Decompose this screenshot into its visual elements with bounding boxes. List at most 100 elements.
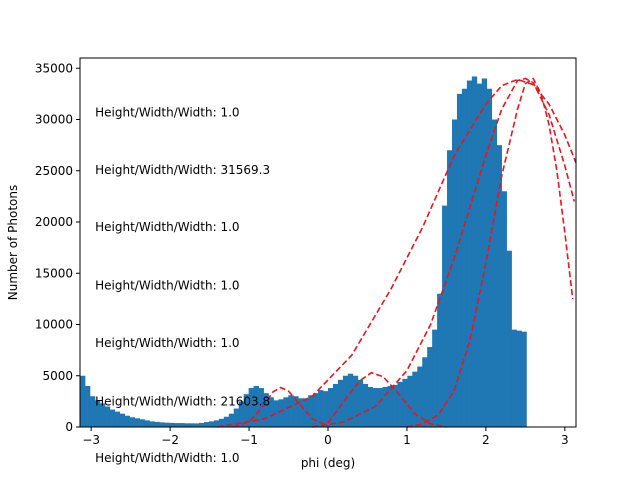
histogram-bar [199,422,205,427]
y-tick-label: 20000 [35,215,73,229]
histogram-bar [432,329,438,427]
histogram-bar [263,393,269,427]
fit-curves [217,77,577,428]
fit-curve [233,386,329,428]
x-tick-label: −3 [82,433,100,447]
histogram-bar [397,381,403,427]
y-tick-label: 15000 [35,266,73,280]
y-tick-label: 35000 [35,61,73,75]
histogram-bar [318,390,324,427]
histogram-bar [496,145,502,427]
histogram-bar [293,396,299,427]
histogram-bar [139,419,145,427]
histogram-bar [189,423,195,427]
histogram-bar [313,393,319,427]
x-tick-label: 0 [324,433,332,447]
histogram-bar [288,395,294,427]
histogram-bar [407,375,413,427]
y-tick-label: 0 [65,420,73,434]
histogram-bar [228,413,235,427]
histogram-bar [154,421,160,427]
histogram-bar [248,388,254,427]
histogram-bar [382,387,388,427]
histogram-bar [203,422,210,427]
histogram-bar [268,397,274,427]
histogram-bar [84,386,91,427]
histogram-bar [119,413,126,427]
histogram-bar [447,150,453,427]
histogram-bar [94,400,101,427]
y-tick-label: 25000 [35,164,73,178]
histogram-bar [511,329,517,427]
fit-curve [406,77,574,428]
histogram-bar [367,387,374,427]
histogram-bar [362,383,369,427]
histogram-bar [456,93,463,427]
histogram-bar [174,423,180,427]
annotation-text: Height/Width/Width: 1.0 [95,279,239,293]
histogram-bar [144,420,150,427]
histogram-bar [223,416,230,427]
annotation-text: Height/Width/Width: 1.0 [95,336,239,350]
histogram-bar [298,398,304,427]
histogram-bar [521,331,527,427]
histogram-bar [337,379,344,427]
histogram-bar [169,422,175,427]
histogram-bar [104,406,111,427]
histogram-bar [471,76,478,427]
histogram-bar [208,421,215,427]
histogram-bars [80,76,527,428]
histogram-bar [486,88,493,427]
y-axis-ticks: 0 5000 10000 15000 20000 25000 30000 35000 [35,61,80,434]
histogram-bar [243,394,250,427]
histogram-bar [417,366,423,427]
histogram-bar [372,388,378,427]
x-tick-label: 1 [403,433,411,447]
histogram-bar [159,422,165,427]
histogram-bar [213,420,220,427]
histogram-bar [481,78,488,427]
histogram-bar [466,80,473,428]
histogram-bar [253,386,259,427]
histogram-bar [506,250,512,427]
histogram-bar [352,375,359,427]
histogram-bar [184,423,190,427]
histogram-bar [516,330,522,427]
annotation-text: Height/Width/Width: 1.0 [95,220,239,234]
histogram-bar [332,383,339,427]
histogram-bar [283,397,289,427]
fit-curve [217,78,577,428]
histogram-bar [392,384,398,427]
histogram-bar [109,409,116,427]
annotations: Height/Width/Width: 1.0 Height/Width/Widt… [95,105,270,464]
histogram-bar [357,379,364,427]
histogram-bar [377,388,383,427]
histogram-bar [99,403,106,427]
x-tick-label: 2 [482,433,490,447]
x-tick-label: −1 [240,433,258,447]
histogram-bar [422,357,428,427]
x-axis-ticks: −3 −2 −1 0 1 2 3 [82,427,569,447]
histogram-bar [238,401,245,427]
histogram-bar [347,373,354,427]
x-axis-label: phi (deg) [301,456,355,470]
histogram-bar [461,88,468,427]
histogram-bar [427,347,433,427]
annotation-text: Height/Width/Width: 21603.8 [95,394,270,408]
histogram-bar [278,399,284,427]
histogram-bar [218,418,225,427]
x-tick-label: 3 [561,433,569,447]
histogram-bar [129,417,135,427]
histogram-bar [491,119,498,427]
histogram-bar [149,421,155,427]
histogram-bar [342,375,349,427]
histogram-bar [451,119,458,427]
x-tick-label: −2 [161,433,179,447]
histogram-bar [134,418,140,427]
histogram-bar [501,191,507,427]
annotation-text: Height/Width/Width: 1.0 [95,451,239,465]
histogram-bar [273,400,279,427]
histogram-bar [194,423,200,427]
histogram-bar [114,411,121,427]
